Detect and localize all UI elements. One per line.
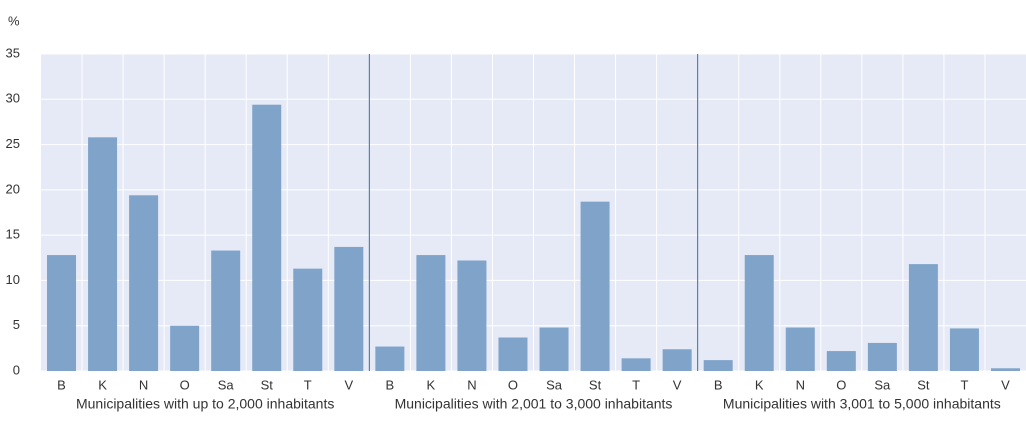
x-tick-label: Sa bbox=[546, 377, 563, 392]
x-tick-label: V bbox=[1001, 377, 1010, 392]
bar bbox=[375, 346, 405, 371]
x-tick-label: O bbox=[180, 377, 190, 392]
bar bbox=[498, 337, 528, 371]
bar bbox=[621, 358, 651, 371]
y-tick-label: 35 bbox=[6, 45, 20, 60]
bar bbox=[334, 246, 364, 371]
x-tick-label: V bbox=[673, 377, 682, 392]
bar bbox=[662, 349, 692, 371]
bar bbox=[457, 260, 487, 371]
bar bbox=[826, 351, 856, 371]
y-axis-label: % bbox=[8, 13, 20, 28]
y-tick-label: 25 bbox=[6, 136, 20, 151]
y-tick-label: 10 bbox=[6, 272, 20, 287]
x-tick-label: K bbox=[755, 377, 764, 392]
group-label: Municipalities with up to 2,000 inhabita… bbox=[76, 396, 334, 412]
bar bbox=[293, 268, 323, 371]
bar bbox=[744, 255, 774, 371]
x-tick-label: St bbox=[589, 377, 602, 392]
bar bbox=[88, 137, 118, 371]
y-tick-label: 30 bbox=[6, 91, 20, 106]
bar bbox=[867, 342, 897, 371]
y-tick-label: 15 bbox=[6, 227, 20, 242]
x-tick-label: T bbox=[632, 377, 640, 392]
bar bbox=[990, 368, 1020, 371]
x-tick-label: B bbox=[57, 377, 66, 392]
bar bbox=[908, 264, 938, 371]
y-tick-label: 0 bbox=[13, 362, 20, 377]
bar bbox=[252, 104, 282, 371]
x-tick-label: T bbox=[960, 377, 968, 392]
x-tick-label: B bbox=[386, 377, 395, 392]
x-tick-label: St bbox=[261, 377, 274, 392]
x-tick-label: B bbox=[714, 377, 723, 392]
x-tick-label: Sa bbox=[218, 377, 235, 392]
bar bbox=[211, 250, 241, 371]
bar bbox=[539, 327, 569, 371]
group-label: Municipalities with 2,001 to 3,000 inhab… bbox=[395, 396, 673, 412]
x-tick-label: K bbox=[98, 377, 107, 392]
bar bbox=[949, 328, 979, 371]
x-tick-label: V bbox=[344, 377, 353, 392]
x-tick-label: N bbox=[139, 377, 148, 392]
x-tick-label: Sa bbox=[874, 377, 891, 392]
x-tick-label: T bbox=[304, 377, 312, 392]
x-tick-label: K bbox=[427, 377, 436, 392]
y-tick-label: 20 bbox=[6, 181, 20, 196]
bar bbox=[580, 201, 610, 371]
x-tick-label: O bbox=[508, 377, 518, 392]
bar bbox=[416, 255, 446, 371]
x-tick-label: N bbox=[467, 377, 476, 392]
bar bbox=[129, 195, 159, 371]
bar bbox=[785, 327, 815, 371]
x-tick-label: St bbox=[917, 377, 930, 392]
bar bbox=[47, 255, 77, 371]
x-tick-label: N bbox=[796, 377, 805, 392]
bar bbox=[170, 325, 200, 371]
x-tick-label: O bbox=[836, 377, 846, 392]
group-label: Municipalities with 3,001 to 5,000 inhab… bbox=[723, 396, 1001, 412]
y-tick-label: 5 bbox=[13, 317, 20, 332]
bar bbox=[703, 360, 733, 371]
